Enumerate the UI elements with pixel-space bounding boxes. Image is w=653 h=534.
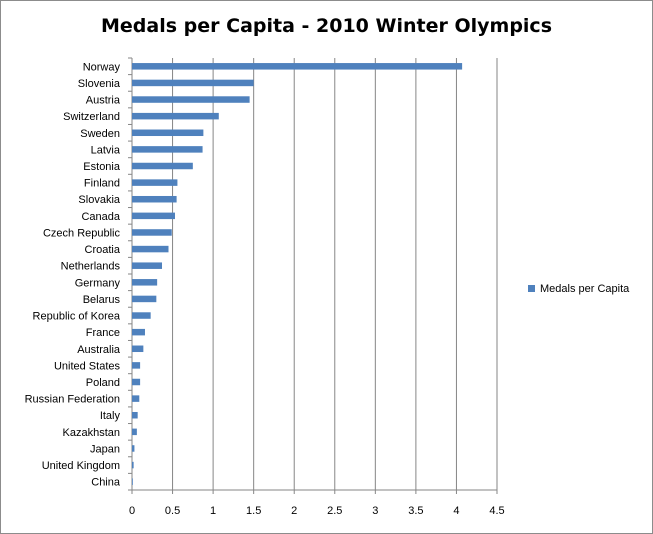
category-label: Estonia xyxy=(83,161,121,173)
category-label: Sweden xyxy=(80,128,120,140)
category-label: Italy xyxy=(100,410,121,422)
x-tick-label: 4.5 xyxy=(489,505,504,517)
category-label: Norway xyxy=(83,61,121,73)
x-tick-label: 2 xyxy=(291,505,297,517)
bar xyxy=(132,212,175,220)
category-label: Croatia xyxy=(85,244,121,256)
bar xyxy=(132,129,204,137)
x-tick-label: 2.5 xyxy=(327,505,342,517)
bar xyxy=(132,245,169,253)
bar xyxy=(132,445,135,452)
category-label: Germany xyxy=(75,277,121,289)
bar xyxy=(132,345,144,353)
bar xyxy=(132,195,177,203)
legend-swatch xyxy=(528,285,535,292)
x-tick-label: 4 xyxy=(453,505,459,517)
x-tick-label: 0.5 xyxy=(165,505,180,517)
bar xyxy=(132,411,138,419)
category-label: Belarus xyxy=(83,294,121,306)
bar xyxy=(132,162,193,170)
category-label: Slovenia xyxy=(78,78,121,90)
bar xyxy=(132,478,133,485)
bar xyxy=(132,96,250,103)
x-tick-label: 1.5 xyxy=(246,505,261,517)
chart-title: Medals per Capita - 2010 Winter Olympics xyxy=(101,15,552,37)
x-tick-label: 0 xyxy=(129,505,135,517)
category-label: Czech Republic xyxy=(43,227,121,239)
x-tick-label: 3 xyxy=(372,505,378,517)
bar xyxy=(132,461,134,469)
bar xyxy=(132,428,137,436)
bar xyxy=(132,79,254,87)
category-label: China xyxy=(91,477,121,489)
x-tick-label: 1 xyxy=(210,505,216,517)
category-label: Australia xyxy=(77,344,121,356)
category-label: Kazakhstan xyxy=(63,427,120,439)
bar xyxy=(132,312,151,319)
bar xyxy=(132,112,219,120)
category-label: Netherlands xyxy=(61,261,121,273)
bar xyxy=(132,295,157,303)
category-label: United Kingdom xyxy=(42,460,120,472)
category-label: France xyxy=(86,327,120,339)
bar xyxy=(132,262,163,269)
category-label: Slovakia xyxy=(78,194,120,206)
legend-label: Medals per Capita xyxy=(540,283,630,295)
bar xyxy=(132,328,145,336)
category-label: Finland xyxy=(84,178,120,190)
category-label: Latvia xyxy=(91,144,121,156)
bar xyxy=(132,179,178,186)
bar xyxy=(132,378,141,386)
bar xyxy=(132,229,172,236)
bar xyxy=(132,395,140,402)
category-label: Switzerland xyxy=(63,111,120,123)
category-label: Canada xyxy=(81,211,120,223)
bar xyxy=(132,146,203,153)
x-tick-label: 3.5 xyxy=(408,505,423,517)
category-label: Russian Federation xyxy=(25,394,120,406)
bar xyxy=(132,63,463,70)
bar xyxy=(132,279,158,286)
category-label: Republic of Korea xyxy=(33,311,121,323)
category-label: Japan xyxy=(90,443,120,455)
category-label: United States xyxy=(54,360,121,372)
category-label: Poland xyxy=(86,377,120,389)
category-label: Austria xyxy=(86,95,121,107)
bar xyxy=(132,362,141,369)
